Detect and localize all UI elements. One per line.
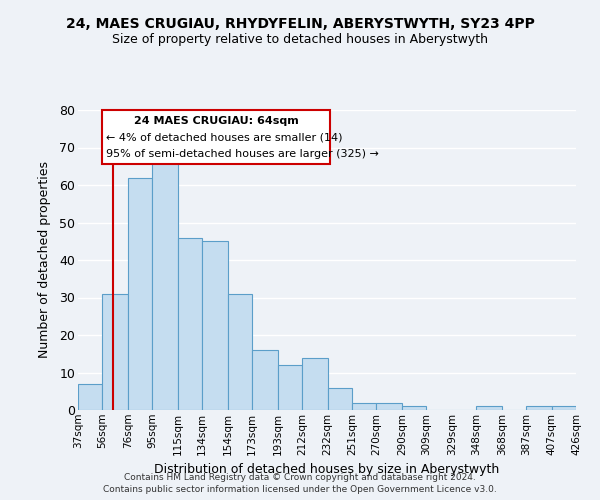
Bar [178, 238, 202, 410]
Bar [278, 365, 302, 410]
Text: 24 MAES CRUGIAU: 64sqm: 24 MAES CRUGIAU: 64sqm [134, 116, 299, 126]
Bar [302, 358, 328, 410]
Bar [526, 406, 551, 410]
Bar [78, 384, 103, 410]
Bar [328, 388, 352, 410]
FancyBboxPatch shape [103, 110, 330, 164]
Bar [252, 350, 278, 410]
Bar [352, 402, 376, 410]
Bar [152, 162, 178, 410]
Text: 24, MAES CRUGIAU, RHYDYFELIN, ABERYSTWYTH, SY23 4PP: 24, MAES CRUGIAU, RHYDYFELIN, ABERYSTWYT… [65, 18, 535, 32]
Bar [202, 242, 228, 410]
Text: Size of property relative to detached houses in Aberystwyth: Size of property relative to detached ho… [112, 32, 488, 46]
Y-axis label: Number of detached properties: Number of detached properties [38, 162, 51, 358]
Bar [103, 294, 128, 410]
X-axis label: Distribution of detached houses by size in Aberystwyth: Distribution of detached houses by size … [154, 463, 500, 476]
Text: 95% of semi-detached houses are larger (325) →: 95% of semi-detached houses are larger (… [106, 150, 379, 160]
Text: Contains public sector information licensed under the Open Government Licence v3: Contains public sector information licen… [103, 485, 497, 494]
Bar [376, 402, 402, 410]
Bar [402, 406, 426, 410]
Text: Contains HM Land Registry data © Crown copyright and database right 2024.: Contains HM Land Registry data © Crown c… [124, 472, 476, 482]
Bar [551, 406, 576, 410]
Bar [128, 178, 152, 410]
Text: ← 4% of detached houses are smaller (14): ← 4% of detached houses are smaller (14) [106, 132, 343, 142]
Bar [228, 294, 252, 410]
Bar [476, 406, 502, 410]
